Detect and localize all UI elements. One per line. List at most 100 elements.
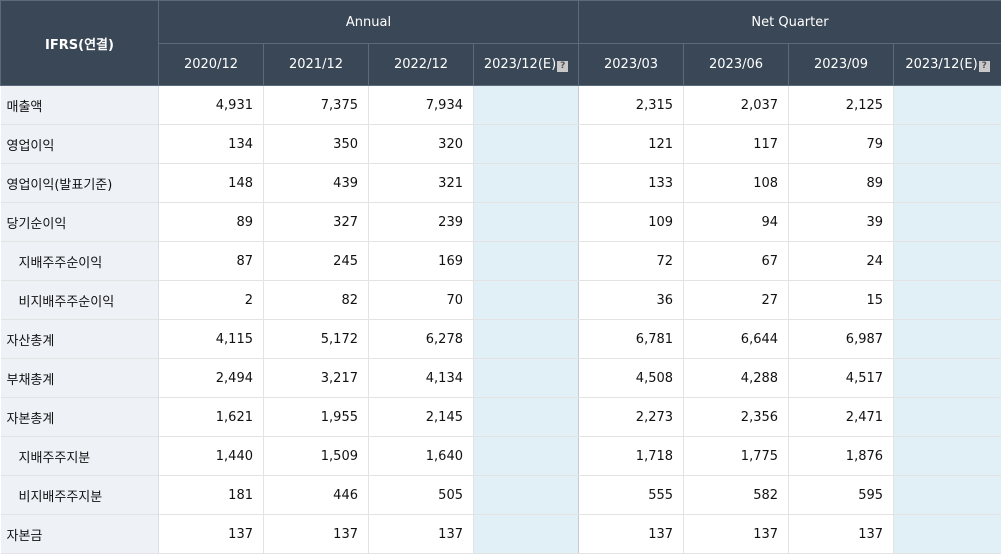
table-cell: 137 [683, 514, 790, 554]
help-icon[interactable]: ? [978, 61, 990, 72]
row-label: 영업이익 [0, 124, 159, 164]
table-row: 부채총계 2,494 3,217 4,134 4,508 4,288 4,517 [0, 358, 1001, 398]
table-cell [473, 475, 580, 515]
table-cell: 1,775 [683, 436, 790, 476]
table-cell [473, 436, 580, 476]
period-header-annual-estimate: 2023/12(E)? [472, 43, 580, 86]
table-row: 자본총계 1,621 1,955 2,145 2,273 2,356 2,471 [0, 397, 1001, 437]
table-cell: 82 [263, 280, 369, 320]
table-cell: 505 [368, 475, 474, 515]
table-cell [473, 85, 580, 125]
table-cell: 239 [368, 202, 474, 242]
table-cell [893, 319, 1001, 359]
table-row: 당기순이익 89 327 239 109 94 39 [0, 202, 1001, 242]
row-label: 매출액 [0, 85, 159, 125]
period-header-2020-12: 2020/12 [158, 43, 264, 86]
row-label: 자본총계 [0, 397, 159, 437]
period-header-label: 2023/12(E) [483, 57, 557, 72]
table-cell: 2,315 [578, 85, 685, 125]
table-cell [473, 241, 580, 281]
table-cell: 2,471 [788, 397, 895, 437]
row-label: 당기순이익 [0, 202, 159, 242]
table-row: 영업이익 134 350 320 121 117 79 [0, 124, 1001, 164]
table-cell: 134 [158, 124, 264, 164]
table-cell: 7,934 [368, 85, 474, 125]
table-row: 매출액 4,931 7,375 7,934 2,315 2,037 2,125 [0, 85, 1001, 125]
table-cell: 148 [158, 163, 264, 203]
table-cell: 67 [683, 241, 790, 281]
table-cell [893, 124, 1001, 164]
table-cell: 6,644 [683, 319, 790, 359]
table-cell: 27 [683, 280, 790, 320]
table-cell: 327 [263, 202, 369, 242]
table-cell: 245 [263, 241, 369, 281]
table-cell [473, 163, 580, 203]
table-cell: 121 [578, 124, 685, 164]
table-cell: 108 [683, 163, 790, 203]
table-row: 자산총계 4,115 5,172 6,278 6,781 6,644 6,987 [0, 319, 1001, 359]
ifrs-consolidated-header: IFRS(연결) [0, 0, 159, 86]
period-header-label: 2023/12(E) [905, 57, 978, 72]
row-label: 비지배주주순이익 [0, 280, 159, 320]
table-cell: 6,987 [788, 319, 895, 359]
table-cell: 1,955 [263, 397, 369, 437]
period-header-2023-03: 2023/03 [578, 43, 685, 86]
table-cell [473, 202, 580, 242]
table-cell: 36 [578, 280, 685, 320]
table-cell: 79 [788, 124, 895, 164]
table-cell: 4,134 [368, 358, 474, 398]
table-cell [473, 319, 580, 359]
table-cell [473, 397, 580, 437]
table-row: 자본금 137 137 137 137 137 137 [0, 514, 1001, 554]
table-cell: 72 [578, 241, 685, 281]
row-label: 자산총계 [0, 319, 159, 359]
table-cell: 595 [788, 475, 895, 515]
table-cell: 4,508 [578, 358, 685, 398]
table-cell: 6,278 [368, 319, 474, 359]
table-row: 비지배주주순이익 2 82 70 36 27 15 [0, 280, 1001, 320]
table-cell: 5,172 [263, 319, 369, 359]
table-cell: 24 [788, 241, 895, 281]
table-cell: 582 [683, 475, 790, 515]
table-cell [893, 397, 1001, 437]
table-row: 지배주주지분 1,440 1,509 1,640 1,718 1,775 1,876 [0, 436, 1001, 476]
row-label: 비지배주주지분 [0, 475, 159, 515]
table-cell: 117 [683, 124, 790, 164]
table-cell: 89 [788, 163, 895, 203]
table-cell [893, 358, 1001, 398]
table-cell: 350 [263, 124, 369, 164]
table-cell: 4,288 [683, 358, 790, 398]
table-cell: 555 [578, 475, 685, 515]
table-cell: 2,356 [683, 397, 790, 437]
table-cell [473, 124, 580, 164]
table-cell: 4,931 [158, 85, 264, 125]
table-cell: 1,640 [368, 436, 474, 476]
table-row: 지배주주순이익 87 245 169 72 67 24 [0, 241, 1001, 281]
period-header-quarter-estimate: 2023/12(E)? [893, 43, 1001, 86]
table-cell: 137 [578, 514, 685, 554]
period-header-2021-12: 2021/12 [263, 43, 369, 86]
row-label: 영업이익(발표기준) [0, 163, 159, 203]
help-icon[interactable]: ? [557, 61, 569, 72]
table-cell: 15 [788, 280, 895, 320]
row-label: 부채총계 [0, 358, 159, 398]
table-cell: 181 [158, 475, 264, 515]
table-cell: 87 [158, 241, 264, 281]
table-cell [473, 358, 580, 398]
table-cell [893, 280, 1001, 320]
table-cell: 137 [158, 514, 264, 554]
table-cell: 2,037 [683, 85, 790, 125]
table-cell [473, 514, 580, 554]
table-row: 영업이익(발표기준) 148 439 321 133 108 89 [0, 163, 1001, 203]
table-cell: 89 [158, 202, 264, 242]
table-cell: 1,718 [578, 436, 685, 476]
period-header-2023-06: 2023/06 [683, 43, 790, 86]
period-header-2023-09: 2023/09 [788, 43, 895, 86]
table-cell: 169 [368, 241, 474, 281]
table-cell: 94 [683, 202, 790, 242]
table-cell: 70 [368, 280, 474, 320]
net-quarter-group-header: Net Quarter [578, 0, 1001, 44]
table-cell: 2,125 [788, 85, 895, 125]
table-cell: 1,440 [158, 436, 264, 476]
